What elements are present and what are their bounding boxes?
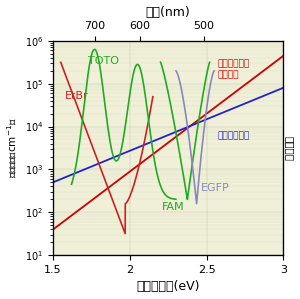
Y-axis label: 蛍光強度: 蛍光強度 <box>284 135 294 161</box>
Text: アモルファス
シリコン: アモルファス シリコン <box>217 59 250 79</box>
Text: EtBr: EtBr <box>64 91 88 101</box>
X-axis label: エネルギー(eV): エネルギー(eV) <box>136 280 200 293</box>
Text: 結晶シリコン: 結晶シリコン <box>217 132 250 141</box>
Y-axis label: 吸収係数（cm$^{-1}$）: 吸収係数（cm$^{-1}$） <box>6 118 19 178</box>
Text: EGFP: EGFP <box>201 183 230 193</box>
Text: FAM: FAM <box>162 202 185 212</box>
X-axis label: 波長(nm): 波長(nm) <box>146 6 190 19</box>
Text: TOTO: TOTO <box>88 57 119 66</box>
